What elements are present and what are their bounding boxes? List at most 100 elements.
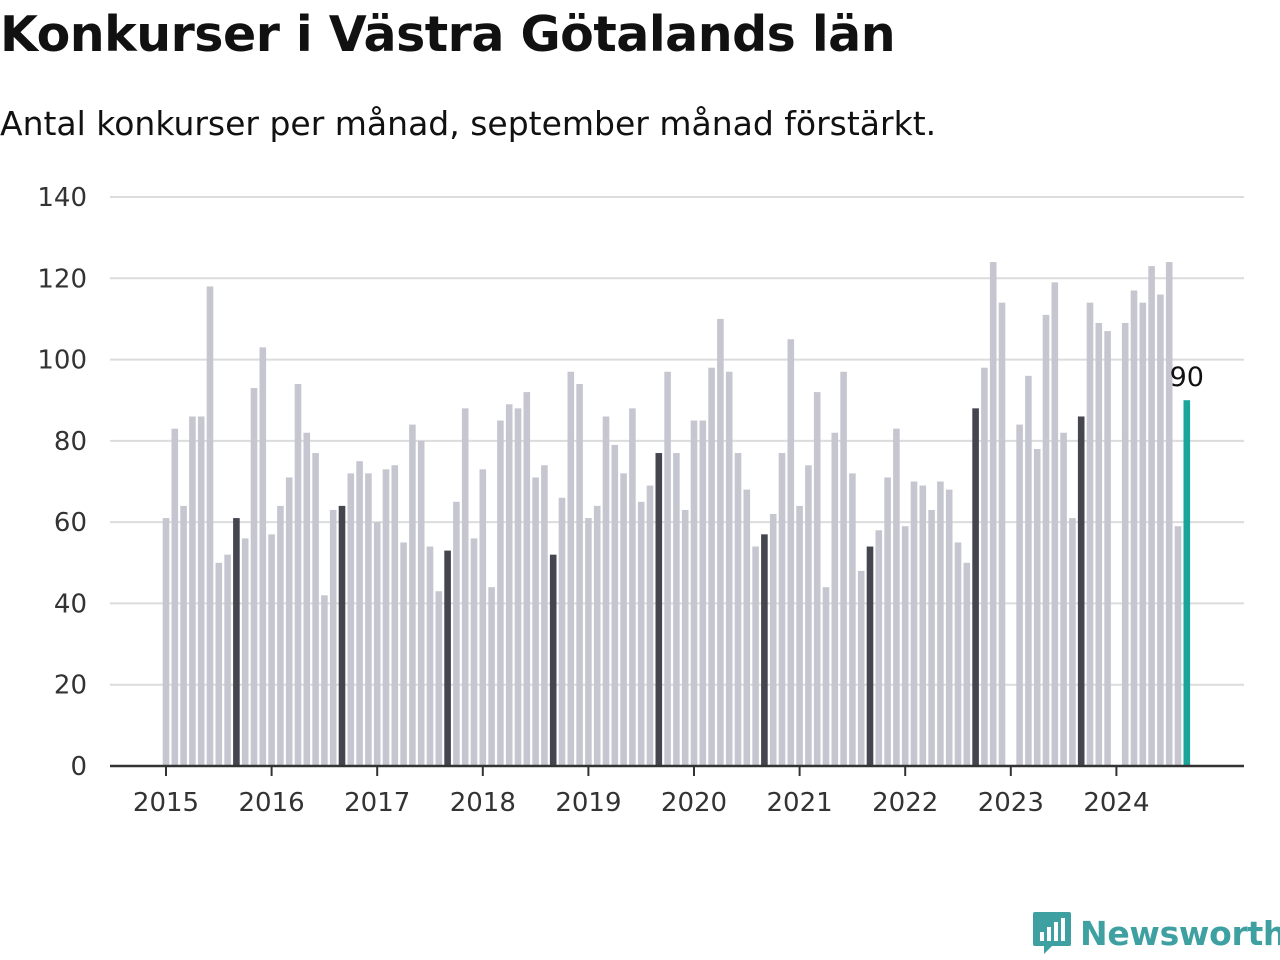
x-tick-label: 2023 [978,788,1044,818]
y-tick-label: 140 [37,183,87,213]
bar [875,530,883,766]
bar [831,432,839,766]
x-axis [110,764,1244,776]
bar [576,383,583,766]
bar [884,477,891,766]
bar [488,587,495,766]
bar [312,453,319,766]
bar [215,562,223,766]
bars [162,262,1191,766]
bar [453,501,460,766]
bar-latest [1183,400,1191,766]
y-tick-label: 0 [70,752,87,782]
x-tick-label: 2019 [555,788,621,818]
bar [567,371,575,766]
bar [602,416,610,766]
bar [1157,294,1164,766]
bar [1060,432,1067,766]
bar [1139,302,1147,766]
bar-september [655,453,663,766]
bar [822,587,830,766]
bar [497,420,504,766]
bar [1042,314,1050,766]
bar [171,428,179,766]
bar [373,522,381,766]
bar [629,408,636,766]
bar [285,477,293,766]
bar [417,440,425,766]
bar [928,509,935,766]
bar [945,489,953,766]
bar-chart-speech-bubble-icon [1033,912,1071,954]
bar [224,554,231,766]
bar [391,465,399,766]
bar [664,371,671,766]
bar [409,424,416,766]
annotations: 90 [1170,362,1204,393]
bar [541,465,548,766]
x-tick-label: 2022 [872,788,938,818]
x-tick-label: 2021 [767,788,833,818]
bar [778,453,786,766]
bar [426,546,434,766]
bar [400,542,407,766]
bar-september [549,554,557,766]
bar [620,473,627,766]
bar-september [338,505,346,766]
bar [857,570,865,766]
bar [1165,262,1173,766]
chart-title: Konkurser i Västra Götalands län [0,6,896,63]
bar [611,444,619,766]
bar [197,416,205,766]
bar [690,420,698,766]
bar [435,591,443,766]
bar [1069,518,1076,766]
bar-september [1077,416,1085,766]
bar [558,497,566,766]
x-tick-label: 2016 [239,788,305,818]
bar [963,562,971,766]
bar [268,534,275,766]
bar [241,538,249,766]
bar [259,347,267,766]
bar [180,505,187,766]
bar [717,318,724,766]
bar [162,518,170,766]
bar [989,262,997,766]
y-tick-label: 20 [54,671,87,701]
bar [523,392,531,766]
bar [805,465,812,766]
latest-value-label: 90 [1170,362,1204,393]
bar [840,371,847,766]
bar [998,302,1006,766]
bar [329,509,337,766]
bar-september [761,534,768,766]
bar [637,501,645,766]
bar [1086,302,1094,766]
bar [901,526,909,766]
x-tick-label: 2020 [661,788,727,818]
bar [321,595,328,766]
bar [1051,282,1059,766]
bar [356,461,363,766]
bar [1033,448,1041,766]
bar [365,473,372,766]
bar [937,481,944,766]
bar-september [972,408,979,766]
bar [277,505,284,766]
bar [479,469,487,766]
y-tick-label: 100 [37,346,87,376]
bar [708,367,715,766]
bar [461,408,469,766]
bar [382,469,390,766]
bar [725,371,733,766]
bar [1148,266,1155,766]
bar [303,432,311,766]
bar [646,485,654,766]
bar [954,542,962,766]
y-tick-label: 120 [37,264,87,294]
brand-logo: Newsworthy [1032,910,1280,956]
bar [514,408,522,766]
bar [910,481,918,766]
x-axis-labels: 2015 2016 2017 2018 2019 2020 2021 2022 2023 2024 [133,788,1150,818]
